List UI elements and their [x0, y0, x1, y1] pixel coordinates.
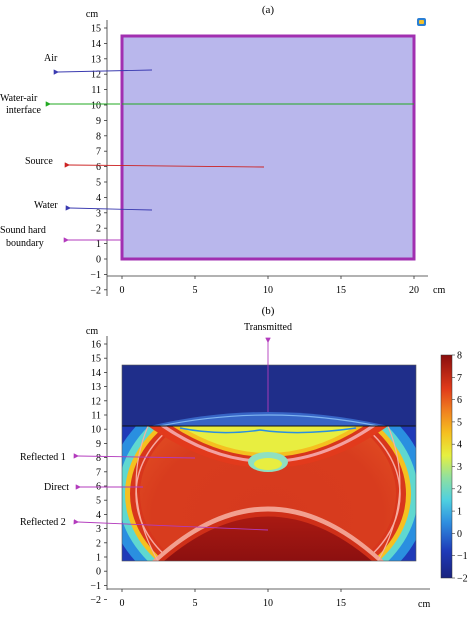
panel-a-x-tick-label: 20	[409, 285, 419, 296]
label-sound-hard-boundary-1: Sound hard	[0, 225, 46, 236]
panel-b-x-unit: cm	[418, 599, 430, 610]
panel-a-y-tick-label: −1	[90, 270, 101, 281]
panel-b-y-tick-label: 9	[96, 439, 101, 450]
arrow-air	[53, 69, 153, 75]
panel-a-y-tick-label: 5	[96, 178, 101, 189]
panel-b-y-tick-label: 5	[96, 496, 101, 507]
panel-a-y-tick-label: 11	[91, 85, 101, 96]
panel-a-y-tick-label: 1	[96, 239, 101, 250]
panel-b-x-ticks: 0 5 10 15	[120, 589, 346, 609]
panel-b-x-tick-label: 10	[263, 598, 273, 609]
panel-a-y-tick-label: 0	[96, 255, 101, 266]
colorbar-tick-label: 6	[457, 395, 462, 406]
panel-a-y-tick-label: 10	[91, 101, 101, 112]
colorbar-tick-label: −1	[457, 551, 468, 562]
label-water: Water	[34, 200, 58, 211]
colorbar-ticks: 8 7 6 5 4 3 2 1 0 −1 −2	[452, 351, 468, 585]
label-direct: Direct	[44, 482, 69, 493]
arrow-water	[65, 205, 153, 211]
panel-b-y-tick-label: 0	[96, 567, 101, 578]
panel-a-y-tick-label: 14	[91, 39, 101, 50]
panel-b-y-tick-label: 16	[91, 340, 101, 351]
panel-a-label: (a)	[262, 4, 275, 16]
panel-b-y-tick-label: 11	[91, 411, 101, 422]
panel-b-y-tick-label: 1	[96, 553, 101, 564]
panel-a-y-tick-label: 9	[96, 116, 101, 127]
panel-b-y-tick-label: 12	[91, 396, 101, 407]
panel-a-x-tick-label: 5	[193, 285, 198, 296]
panel-b-x-tick-label: 0	[120, 598, 125, 609]
panel-b-y-tick-label: 7	[96, 467, 101, 478]
corner-logo-icon	[417, 18, 426, 26]
panel-a-y-tick-label: 15	[91, 24, 101, 35]
panel-a-y-tick-label: 3	[96, 208, 101, 219]
panel-a-y-tick-label: 12	[91, 70, 101, 81]
arrow-reflected-2	[73, 519, 269, 531]
panel-b-y-tick-label: 13	[91, 382, 101, 393]
panel-a-y-unit: cm	[86, 9, 98, 20]
label-air: Air	[44, 53, 58, 64]
colorbar-tick-label: 1	[457, 507, 462, 518]
colorbar-tick-label: −2	[457, 574, 468, 585]
computational-domain	[120, 34, 416, 261]
panel-a-y-tick-label: −2	[90, 285, 101, 296]
panel-b-y-tick-label: 3	[96, 524, 101, 535]
panel-b-y-unit: cm	[86, 326, 98, 337]
panel-a-x-unit: cm	[433, 285, 445, 296]
colorbar-tick-label: 5	[457, 417, 462, 428]
panel-a-y-tick-label: 2	[96, 224, 101, 235]
panel-b-y-tick-label: 10	[91, 425, 101, 436]
arrow-reflected-1	[73, 453, 196, 459]
panel-a-x-tick-label: 15	[336, 285, 346, 296]
label-reflected-2: Reflected 2	[20, 517, 66, 528]
label-water-air-interface-2: interface	[6, 105, 42, 116]
label-source: Source	[25, 156, 53, 167]
panel-b-x-tick-label: 15	[336, 598, 346, 609]
colorbar-tick-label: 8	[457, 351, 462, 362]
panel-b-y-tick-label: 15	[91, 354, 101, 365]
arrow-source	[64, 162, 265, 168]
colorbar-tick-label: 4	[457, 440, 462, 451]
panel-a-x-tick-label: 10	[263, 285, 273, 296]
panel-b-y-tick-label: 8	[96, 453, 101, 464]
panel-a-y-tick-label: 4	[96, 193, 101, 204]
panel-a-y-tick-label: 8	[96, 131, 101, 142]
label-transmitted: Transmitted	[244, 322, 292, 333]
label-reflected-1: Reflected 1	[20, 452, 66, 463]
panel-a-y-tick-label: 13	[91, 54, 101, 65]
colorbar-tick-label: 7	[457, 373, 462, 384]
panel-b-y-tick-label: 2	[96, 538, 101, 549]
colorbar-tick-label: 3	[457, 462, 462, 473]
panel-b-y-tick-label: −2	[90, 595, 101, 606]
panel-a-x-tick-label: 0	[120, 285, 125, 296]
panel-b-y-tick-label: 4	[96, 510, 101, 521]
colorbar-tick-label: 0	[457, 529, 462, 540]
panel-b-x-tick-label: 5	[193, 598, 198, 609]
colorbar	[440, 354, 453, 579]
panel-b-y-tick-label: −1	[90, 581, 101, 592]
label-sound-hard-boundary-2: boundary	[6, 238, 44, 249]
panel-b-label: (b)	[262, 305, 275, 317]
panel-a-x-ticks: 0 5 10 15 20	[120, 276, 419, 296]
panel-a-y-tick-label: 6	[96, 162, 101, 173]
label-water-air-interface-1: Water-air	[0, 93, 38, 104]
colorbar-tick-label: 2	[457, 484, 462, 495]
panel-b-y-tick-label: 14	[91, 368, 101, 379]
panel-a-y-tick-label: 7	[96, 147, 101, 158]
